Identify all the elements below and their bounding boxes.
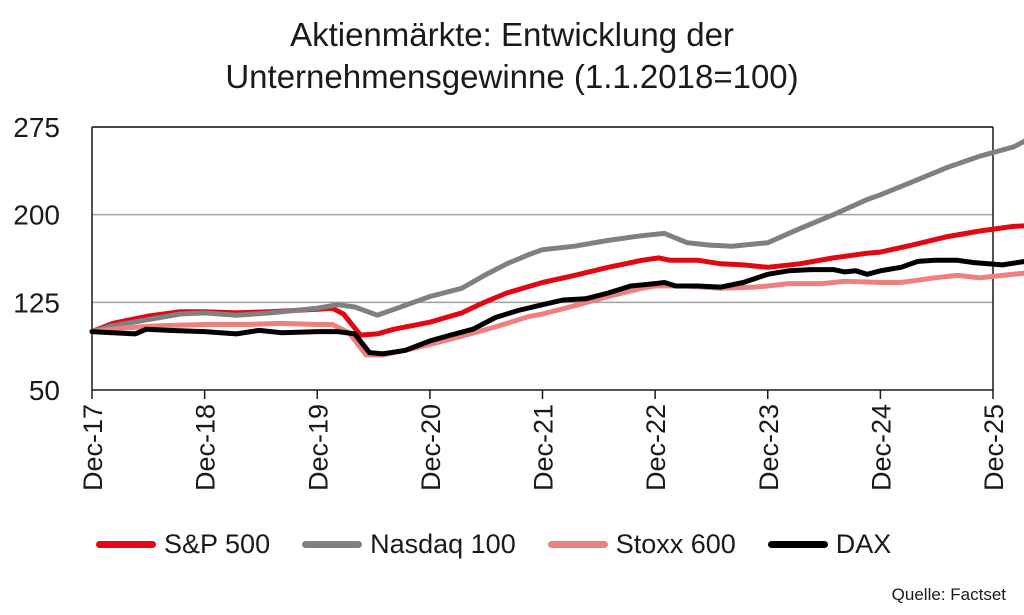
x-tick-label: Dec-24 xyxy=(866,404,896,491)
legend-swatch xyxy=(302,540,363,548)
legend-item-s-p-500: S&P 500 xyxy=(96,529,270,560)
legend-swatch xyxy=(96,540,156,548)
y-tick-label: 50 xyxy=(29,375,60,406)
legend-label: Nasdaq 100 xyxy=(370,528,516,559)
x-tick-label: Dec-20 xyxy=(416,404,446,491)
axes xyxy=(91,126,994,399)
x-tick-label: Dec-19 xyxy=(303,404,333,491)
x-tick-label: Dec-22 xyxy=(641,404,671,491)
chart-title-line1: Aktienmärkte: Entwicklung der xyxy=(290,16,734,53)
legend-label: DAX xyxy=(835,528,892,559)
tick-labels: 50 125 200 275 Dec-17 Dec-18 Dec-19 Dec-20 Dec-2… xyxy=(13,112,1009,491)
x-tick-label: Dec-18 xyxy=(191,404,221,491)
series-line-stoxx-600 xyxy=(89,270,1024,358)
legend-swatch xyxy=(767,540,828,548)
gridlines xyxy=(92,126,993,304)
x-tick-label: Dec-25 xyxy=(979,404,1009,491)
y-tick-label: 125 xyxy=(13,287,60,318)
chart-title: Aktienmärkte: Entwicklung der Unternehme… xyxy=(0,14,1024,98)
x-tick-label: Dec-17 xyxy=(78,404,108,491)
source-note: Quelle: Factset xyxy=(891,585,1006,604)
x-tick-label: Dec-21 xyxy=(529,404,559,491)
series-line-dax xyxy=(89,257,1024,357)
legend-label: S&P 500 xyxy=(164,528,271,559)
series-line-nasdaq-100 xyxy=(89,138,1024,335)
chart-legend: S&P 500 Nasdaq 100 Stoxx 600 DAX xyxy=(96,526,923,562)
y-tick-label: 200 xyxy=(13,200,60,231)
legend-swatch xyxy=(547,540,608,548)
legend-label: Stoxx 600 xyxy=(615,528,736,559)
legend-item-nasdaq-100: Nasdaq 100 xyxy=(302,529,516,560)
series-lines xyxy=(89,138,1024,358)
x-tick-label: Dec-23 xyxy=(754,404,784,491)
legend-item-dax: DAX xyxy=(767,528,892,560)
legend-item-stoxx-600: Stoxx 600 xyxy=(547,528,736,560)
chart-title-line2: Unternehmensgewinne (1.1.2018=100) xyxy=(225,58,799,95)
y-tick-label: 275 xyxy=(13,112,60,143)
